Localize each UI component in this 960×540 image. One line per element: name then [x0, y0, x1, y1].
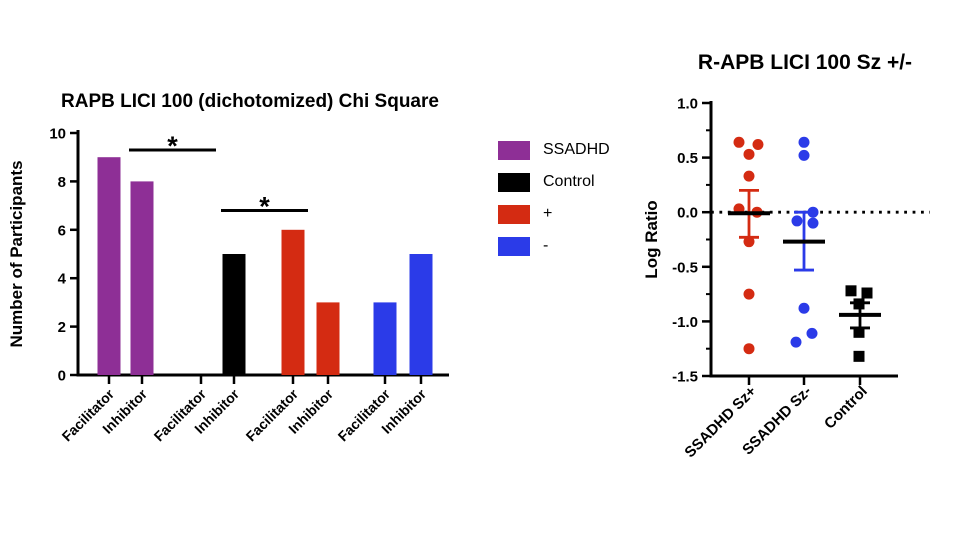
point-0-6	[743, 236, 755, 248]
y-tick-label: 10	[49, 126, 66, 143]
bar-y-axis-label: Number of Participants	[7, 160, 26, 347]
y-tick-label: 0.0	[677, 205, 698, 222]
bar-7	[409, 254, 433, 375]
sig-star-1: *	[259, 191, 270, 221]
y-tick-label: 6	[58, 222, 66, 239]
legend-item-ssadhd: SSADHD	[498, 140, 610, 160]
point-2-1	[861, 287, 873, 299]
point-0-2	[743, 148, 755, 160]
legend-swatch-control	[498, 172, 530, 192]
legend: SSADHD Control + -	[498, 140, 610, 268]
legend-item-control: Control	[498, 172, 610, 192]
y-tick-label: 2	[58, 319, 66, 336]
bar-5	[316, 302, 340, 375]
x-tick-label: Control	[821, 383, 871, 433]
point-0-3	[743, 170, 755, 182]
point-1-3	[791, 215, 803, 227]
point-2-0	[845, 285, 857, 297]
sig-star-0: *	[167, 131, 178, 161]
y-tick-label: 8	[58, 174, 66, 191]
point-0-0	[733, 136, 745, 148]
legend-swatch-item-2	[498, 204, 530, 224]
y-tick-label: -1.5	[672, 369, 698, 386]
legend-swatch-item-3	[498, 236, 530, 256]
bar-0	[97, 157, 121, 375]
bar-3	[222, 254, 246, 375]
bar-4	[281, 229, 305, 375]
legend-label-item-2: +	[543, 205, 553, 222]
legend-label-item-3: -	[543, 237, 549, 254]
y-tick-label: 0	[58, 368, 66, 385]
point-1-7	[806, 327, 818, 339]
y-tick-label: -0.5	[672, 259, 698, 276]
bar-chart-title: RAPB LICI 100 (dichotomized) Chi Square	[61, 90, 439, 112]
point-1-4	[807, 217, 819, 229]
y-tick-label: 1.0	[677, 96, 698, 113]
point-1-5	[798, 302, 810, 314]
point-1-6	[790, 336, 802, 348]
point-0-7	[743, 288, 755, 300]
point-1-0	[798, 136, 810, 148]
legend-swatch-ssadhd	[498, 140, 530, 160]
point-2-3	[853, 326, 865, 338]
point-1-1	[798, 149, 810, 161]
point-0-8	[743, 343, 755, 355]
legend-label-control: Control	[543, 173, 595, 190]
x-tick-label: Facilitator	[334, 385, 393, 444]
bar-6	[373, 302, 397, 375]
point-0-1	[752, 138, 764, 150]
y-tick-label: -1.0	[672, 314, 698, 331]
y-tick-label: 4	[58, 271, 67, 288]
x-tick-label: Facilitator	[242, 385, 301, 444]
scatter-chart-title: R-APB LICI 100 Sz +/-	[697, 51, 913, 75]
bar-1	[130, 181, 154, 375]
legend-item-item-3: -	[498, 236, 610, 256]
legend-item-item-2: +	[498, 204, 610, 224]
point-2-4	[853, 350, 865, 362]
scatter-y-axis-label: Log Ratio	[642, 200, 661, 278]
y-tick-label: 0.5	[677, 150, 698, 167]
legend-label-ssadhd: SSADHD	[543, 141, 610, 158]
